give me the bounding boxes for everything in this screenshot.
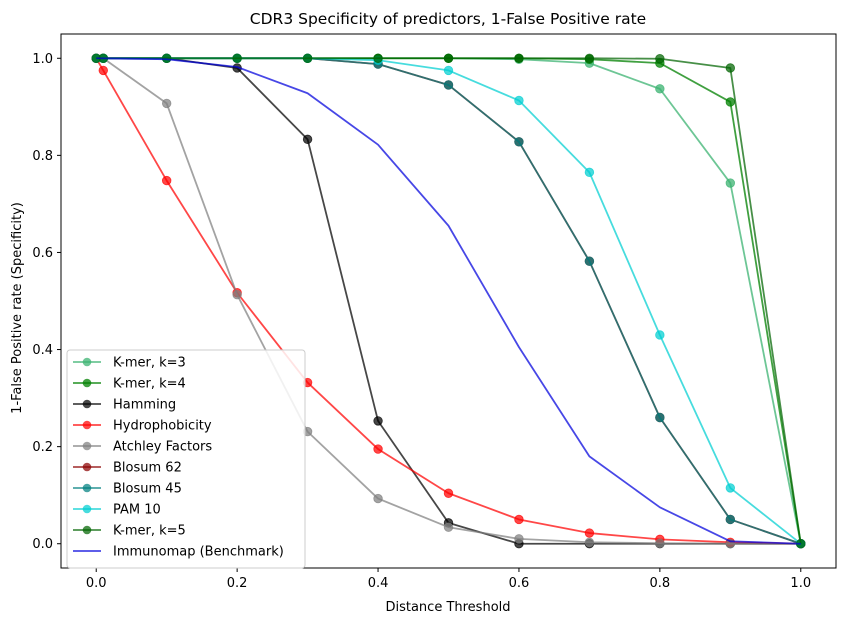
y-tick-label: 0.4: [32, 343, 53, 358]
legend-label: K-mer, k=3: [113, 356, 186, 371]
data-point: [514, 53, 524, 63]
data-point: [725, 514, 736, 525]
data-point: [302, 53, 313, 63]
x-tick-label: 0.2: [227, 576, 248, 591]
legend-label: Hamming: [113, 398, 176, 413]
data-point: [514, 95, 524, 106]
legend-marker: [82, 504, 92, 514]
data-point: [98, 65, 108, 76]
data-point: [655, 412, 665, 423]
legend-entry: K-mer, k=5: [73, 524, 186, 539]
data-point: [373, 416, 383, 426]
data-point: [443, 522, 454, 532]
y-tick-label: 1.0: [32, 52, 53, 67]
legend-marker: [82, 420, 92, 430]
x-axis-label: Distance Threshold: [385, 600, 510, 615]
data-point: [725, 63, 736, 73]
data-point: [161, 175, 172, 186]
plot-frame: [60, 33, 837, 569]
data-point: [655, 54, 665, 64]
legend-label: Hydrophobicity: [113, 419, 212, 434]
legend-marker: [82, 357, 92, 367]
data-point: [373, 493, 383, 504]
data-point: [443, 65, 454, 76]
data-point: [584, 167, 595, 178]
series-line: [96, 57, 801, 545]
data-point: [443, 80, 454, 90]
data-point: [514, 534, 524, 544]
legend-label: Immunomap (Benchmark): [113, 545, 284, 560]
legend-marker: [82, 483, 92, 493]
data-point: [514, 137, 524, 147]
data-point: [584, 256, 595, 266]
x-tick-label: 0.8: [650, 576, 671, 591]
data-point: [655, 330, 665, 340]
data-point: [584, 537, 595, 547]
data-point: [443, 53, 454, 63]
data-point: [161, 53, 172, 63]
data-point: [655, 84, 665, 94]
legend-entry: K-mer, k=3: [73, 356, 186, 371]
y-tick-label: 0.0: [32, 537, 53, 552]
x-tick-label: 1.0: [790, 576, 811, 591]
legend-entry: Hamming: [73, 398, 176, 413]
legend-label: Blosum 45: [113, 482, 182, 497]
legend-label: K-mer, k=5: [113, 524, 186, 539]
data-point: [302, 134, 313, 145]
legend-marker: [82, 399, 92, 409]
data-point: [584, 53, 595, 63]
data-point: [584, 528, 595, 538]
series-9: [96, 57, 801, 545]
data-point: [514, 514, 524, 525]
plot-area: [91, 53, 806, 549]
data-point: [373, 53, 383, 63]
data-point: [161, 98, 172, 109]
data-point: [232, 53, 242, 63]
legend-entry: Blosum 45: [73, 482, 182, 497]
series-line: [95, 57, 801, 545]
x-tick-label: 0.4: [368, 576, 389, 591]
legend-entry: PAM 10: [73, 503, 161, 518]
legend-label: Atchley Factors: [113, 440, 212, 455]
data-point: [373, 444, 383, 454]
data-point: [232, 289, 242, 300]
legend-entry: K-mer, k=4: [73, 377, 186, 392]
y-tick-label: 0.8: [32, 149, 53, 164]
legend-entry: Atchley Factors: [73, 440, 212, 455]
legend-label: Blosum 62: [113, 461, 182, 476]
legend-label: K-mer, k=4: [113, 377, 186, 392]
data-point: [655, 538, 665, 548]
data-point: [443, 488, 454, 498]
legend-entry: Blosum 62: [73, 461, 182, 476]
y-tick-label: 0.6: [32, 246, 53, 261]
legend: K-mer, k=3 K-mer, k=4 Hamming Hydrophobicit…: [66, 349, 306, 569]
axes: 0.0 0.2 0.4 0.6 0.8 1.0 0.0 0.2 0.4 0.6 0.8 1.0: [32, 33, 837, 591]
y-tick-label: 0.2: [32, 440, 53, 455]
legend-marker: [82, 441, 92, 451]
legend-entry: Immunomap (Benchmark): [73, 545, 284, 560]
legend-marker: [82, 378, 92, 388]
data-point: [725, 97, 736, 107]
y-axis-label: 1-False Positive rate (Specificity): [10, 202, 25, 414]
series-line: [96, 57, 801, 545]
legend-box: [66, 349, 306, 569]
legend-marker: [82, 462, 92, 472]
legend-marker: [82, 525, 92, 535]
data-point: [725, 483, 736, 493]
data-point: [725, 178, 736, 188]
x-tick-label: 0.0: [86, 576, 107, 591]
chart-title: CDR3 Specificity of predictors, 1-False …: [250, 10, 646, 28]
x-tick-label: 0.6: [509, 576, 530, 591]
legend-label: PAM 10: [113, 503, 161, 518]
legend-entry: Hydrophobicity: [73, 419, 212, 434]
